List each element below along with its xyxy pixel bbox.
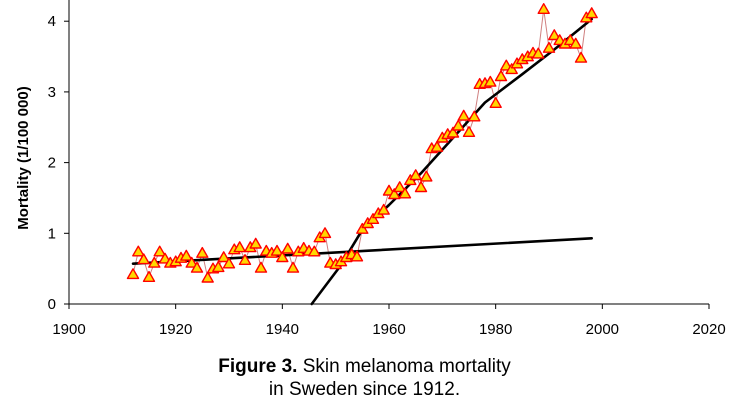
y-tick-label: 3 xyxy=(48,84,56,101)
trend-layer xyxy=(131,17,594,306)
data-point-marker xyxy=(420,170,433,182)
data-point-marker xyxy=(142,270,156,282)
data-point-marker xyxy=(532,47,545,59)
data-point-marker xyxy=(574,51,588,63)
data-point-marker xyxy=(222,257,236,269)
caption-line-1: Figure 3. Skin melanoma mortality xyxy=(0,355,729,378)
data-point-marker xyxy=(249,237,262,249)
data-point-marker xyxy=(158,252,172,264)
data-point-marker xyxy=(542,41,556,53)
data-point-marker xyxy=(281,242,294,254)
x-tick-label: 1920 xyxy=(159,321,192,338)
data-point-marker xyxy=(126,268,140,280)
data-point-marker xyxy=(318,227,332,239)
data-point-marker xyxy=(414,181,428,193)
x-tick-label: 1980 xyxy=(479,321,512,338)
data-point-marker xyxy=(393,181,406,193)
data-point-marker xyxy=(452,119,465,131)
data-point-marker xyxy=(185,256,198,268)
trend-line xyxy=(131,237,594,266)
caption-text-1: Skin melanoma mortality xyxy=(302,356,511,377)
x-tick-label: 1960 xyxy=(372,321,405,338)
data-point-marker xyxy=(388,188,401,200)
figure-caption: Figure 3. Skin melanoma mortality in Swe… xyxy=(0,355,729,401)
connector-layer xyxy=(132,9,593,280)
x-tick-label: 2000 xyxy=(586,321,619,338)
data-point-marker xyxy=(457,109,470,121)
data-point-marker xyxy=(356,222,369,234)
mortality-chart: 0 1 2 3 4 1900 1920 1940 1960 1980 2000 2020 Mortal… xyxy=(15,0,726,338)
data-point-marker xyxy=(494,70,508,82)
data-point-marker xyxy=(212,261,225,273)
data-point-marker xyxy=(137,253,150,265)
data-point-marker xyxy=(196,246,209,258)
caption-label: Figure 3. xyxy=(218,356,298,377)
y-tick-label: 4 xyxy=(48,13,56,30)
trend-line xyxy=(310,17,594,306)
x-tick-label: 1900 xyxy=(52,321,85,338)
data-point-marker xyxy=(276,251,289,263)
data-point-marker xyxy=(217,251,230,263)
data-point-marker xyxy=(190,261,204,273)
data-point-marker xyxy=(308,245,321,257)
data-point-marker xyxy=(489,96,502,109)
data-point-marker xyxy=(569,37,582,49)
x-tick-label: 2020 xyxy=(692,321,725,338)
data-point-marker xyxy=(505,63,518,75)
data-point-marker xyxy=(409,169,422,181)
data-point-marker xyxy=(537,3,550,15)
data-point-marker xyxy=(254,261,268,273)
data-point-marker xyxy=(468,110,481,122)
data-point-marker xyxy=(377,203,390,215)
data-point-marker xyxy=(446,126,460,138)
data-point-marker xyxy=(484,75,497,87)
y-tick-label: 2 xyxy=(48,155,56,172)
data-point-marker xyxy=(366,212,380,225)
data-point-marker xyxy=(350,250,364,262)
data-point-marker xyxy=(398,187,412,199)
data-point-marker xyxy=(585,7,598,19)
data-point-marker xyxy=(286,261,300,273)
y-tick-label: 0 xyxy=(48,296,56,313)
data-connector-line xyxy=(132,9,593,280)
data-point-marker xyxy=(132,245,145,257)
data-point-marker xyxy=(430,140,444,152)
data-point-marker xyxy=(153,245,166,257)
marker-layer xyxy=(126,3,598,283)
data-point-marker xyxy=(233,241,246,253)
data-point-marker xyxy=(201,271,214,283)
y-tick-label: 1 xyxy=(48,225,56,242)
data-point-marker xyxy=(238,253,252,265)
data-point-marker xyxy=(180,249,193,261)
data-point-marker xyxy=(548,29,561,41)
data-point-marker xyxy=(270,244,284,256)
data-point-marker xyxy=(148,256,161,268)
x-tick-label: 1940 xyxy=(266,321,299,338)
tick-layer: 0 1 2 3 4 1900 1920 1940 1960 1980 2000 2020 xyxy=(48,0,726,338)
caption-line-2: in Sweden since 1912. xyxy=(268,379,461,400)
data-point-marker xyxy=(462,125,476,138)
y-axis-label: Mortality (1/100 000) xyxy=(15,86,32,229)
